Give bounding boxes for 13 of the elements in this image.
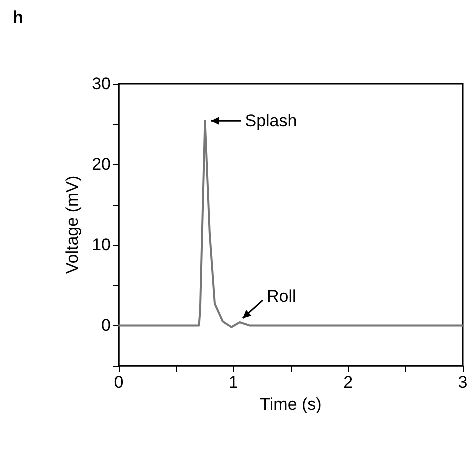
x-tick-label: 3 xyxy=(458,373,468,392)
y-axis-title: Voltage (mV) xyxy=(63,176,82,274)
x-tick-label: 1 xyxy=(228,373,238,392)
y-tick-label: 30 xyxy=(92,74,111,94)
y-tick-label: 10 xyxy=(92,236,111,255)
annotation: Splash xyxy=(245,112,298,131)
x-tick-label: 0 xyxy=(114,373,124,392)
x-tick-label: 2 xyxy=(344,373,354,392)
annotation: Roll xyxy=(266,286,296,306)
x-axis-title: Time (s) xyxy=(260,395,322,414)
chart-title: h xyxy=(13,8,24,27)
y-tick-label: 0 xyxy=(102,316,111,336)
y-tick-label: 20 xyxy=(92,155,111,174)
